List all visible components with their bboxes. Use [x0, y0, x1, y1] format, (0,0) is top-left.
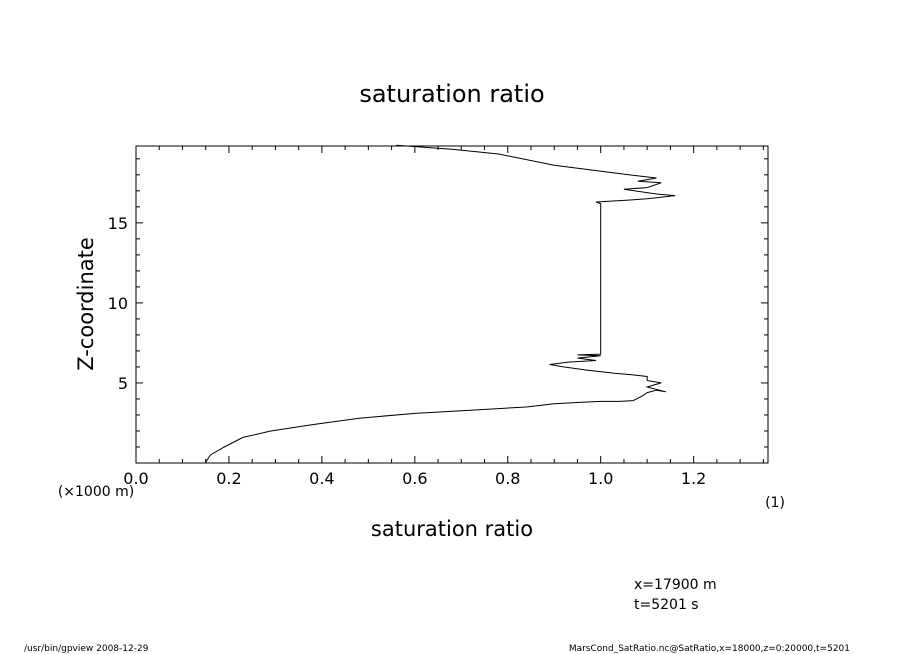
y-tick-labels: 5 10 15 [108, 214, 128, 393]
x-position-annotation: x=17900 m [634, 577, 717, 593]
plot-frame [135, 145, 769, 464]
footer-right: MarsCond_SatRatio.nc@SatRatio,x=18000,z=… [569, 644, 850, 654]
y-axis-unit: (×1000 m) [58, 484, 134, 500]
time-annotation: t=5201 s [634, 597, 699, 613]
x-tick-label: 1.2 [681, 469, 706, 488]
y-tick-label: 5 [118, 374, 128, 393]
y-tick-label: 10 [108, 294, 128, 313]
y-axis-label: Z-coordinate [74, 237, 98, 371]
footer-left: /usr/bin/gpview 2008-12-29 [24, 644, 149, 654]
x-tick-label: 0.8 [495, 469, 520, 488]
x-tick-label: 0.4 [309, 469, 334, 488]
x-tick-label: 0.2 [216, 469, 241, 488]
x-tick-labels: 0.0 0.2 0.4 0.6 0.8 1.0 1.2 [123, 469, 706, 488]
y-tick-label: 15 [108, 214, 128, 233]
tick-marks [135, 146, 768, 463]
x-tick-label: 0.6 [402, 469, 427, 488]
x-tick-label: 1.0 [588, 469, 613, 488]
x-tick-label: 0.0 [123, 469, 148, 488]
x-axis-label: saturation ratio [371, 517, 533, 541]
x-axis-unit: (1) [765, 495, 785, 511]
series-line [205, 144, 676, 463]
chart-title: saturation ratio [359, 80, 544, 108]
